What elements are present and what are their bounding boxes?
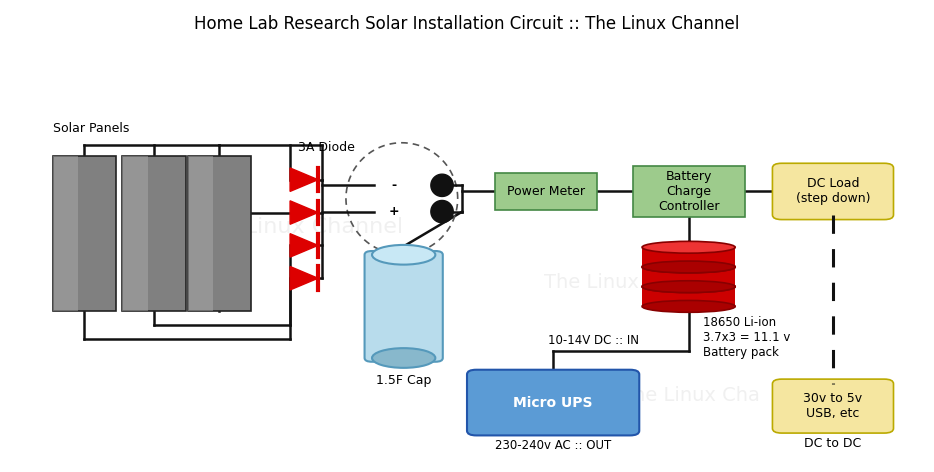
Text: 18650 Li-ion
3.7x3 = 11.1 v
Battery pack: 18650 Li-ion 3.7x3 = 11.1 v Battery pack	[702, 316, 790, 359]
FancyBboxPatch shape	[642, 267, 735, 287]
Polygon shape	[431, 174, 453, 196]
FancyBboxPatch shape	[122, 156, 186, 311]
FancyBboxPatch shape	[772, 163, 894, 219]
Text: 3A Diode: 3A Diode	[298, 141, 354, 154]
FancyBboxPatch shape	[632, 166, 744, 217]
Ellipse shape	[642, 261, 735, 273]
Polygon shape	[431, 201, 453, 223]
FancyBboxPatch shape	[495, 173, 598, 210]
Polygon shape	[290, 201, 318, 224]
FancyBboxPatch shape	[467, 370, 639, 435]
Text: The Linux Cha: The Linux Cha	[621, 386, 760, 405]
Text: Home Lab Research Solar Installation Circuit :: The Linux Channel: Home Lab Research Solar Installation Cir…	[194, 16, 740, 34]
Text: Battery
Charge
Controller: Battery Charge Controller	[658, 170, 719, 213]
Polygon shape	[290, 234, 318, 257]
FancyBboxPatch shape	[52, 156, 116, 311]
Text: Micro UPS: Micro UPS	[514, 396, 593, 410]
Text: 1.5F Cap: 1.5F Cap	[376, 374, 432, 388]
Polygon shape	[290, 168, 318, 192]
Text: The Linux Channel: The Linux Channel	[196, 217, 403, 236]
FancyBboxPatch shape	[188, 156, 251, 311]
Ellipse shape	[642, 241, 735, 253]
Text: 30v to 5v
USB, etc: 30v to 5v USB, etc	[803, 392, 862, 420]
Text: The Linux Channel: The Linux Channel	[545, 273, 725, 293]
FancyBboxPatch shape	[122, 156, 148, 311]
Text: 230-240v AC :: OUT: 230-240v AC :: OUT	[495, 439, 611, 452]
Text: +: +	[389, 205, 400, 218]
Ellipse shape	[372, 245, 435, 265]
Polygon shape	[290, 267, 318, 290]
Ellipse shape	[642, 261, 735, 273]
FancyBboxPatch shape	[772, 379, 894, 433]
FancyBboxPatch shape	[642, 287, 735, 306]
Text: 10-14V DC :: IN: 10-14V DC :: IN	[548, 334, 640, 347]
FancyBboxPatch shape	[642, 247, 735, 267]
FancyBboxPatch shape	[364, 251, 443, 362]
Text: Power Meter: Power Meter	[507, 185, 586, 198]
FancyBboxPatch shape	[188, 156, 213, 311]
Ellipse shape	[372, 348, 435, 368]
Ellipse shape	[642, 301, 735, 312]
FancyBboxPatch shape	[52, 156, 78, 311]
Text: -: -	[391, 179, 397, 192]
Text: Solar Panels: Solar Panels	[52, 122, 129, 135]
Ellipse shape	[642, 281, 735, 293]
Text: DC Load
(step down): DC Load (step down)	[796, 177, 870, 205]
Ellipse shape	[642, 281, 735, 293]
Text: DC to DC: DC to DC	[804, 437, 861, 450]
